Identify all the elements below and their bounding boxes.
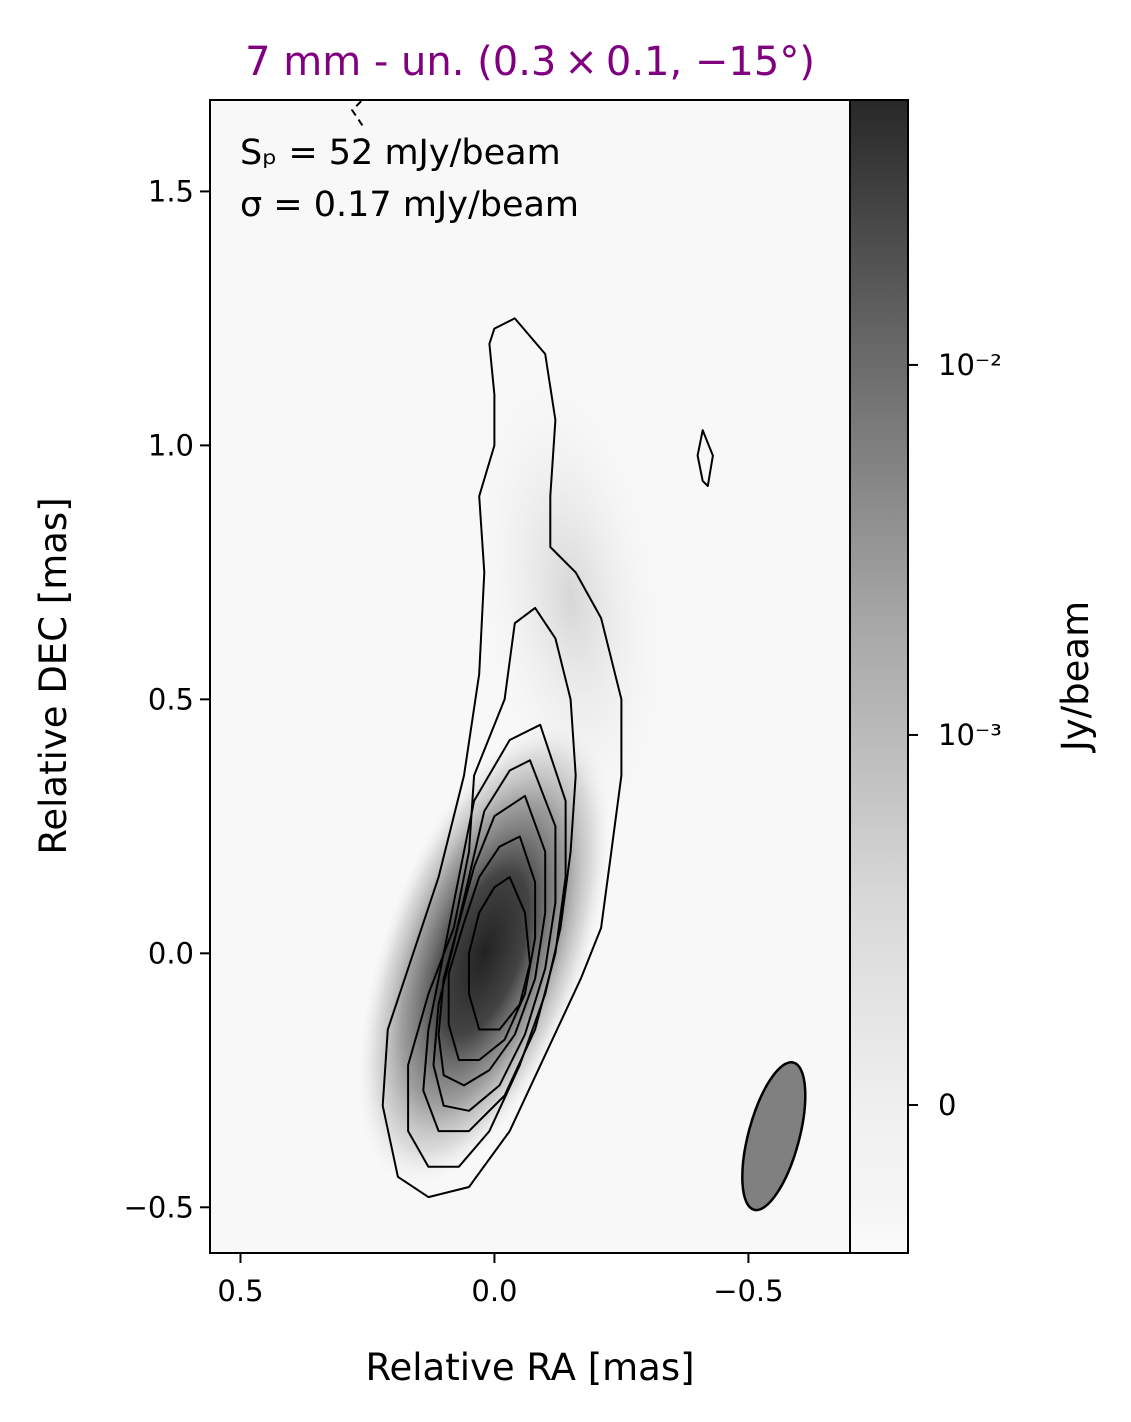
plot-area (209, 99, 851, 1254)
x-tick-label: −0.5 (713, 1274, 783, 1308)
contour-level-6 (447, 835, 537, 1061)
colorbar-tick-label: 0 (938, 1088, 956, 1122)
rms-annotation: σ = 0.17 mJy/beam (240, 185, 579, 225)
y-tick-label: 1.0 (148, 428, 194, 462)
negative-contour (350, 100, 364, 126)
core-emission (357, 721, 612, 1186)
contour-level-8 (696, 429, 714, 487)
jet-emission (474, 371, 667, 825)
contour-level-2 (407, 606, 577, 1168)
beam-ellipse (741, 1061, 807, 1212)
colorbar-label: Jy/beam (1054, 601, 1097, 753)
colorbar: 0 10⁻³ 10⁻² Jy/beam (849, 99, 1097, 1254)
contour-level-1 (381, 317, 623, 1199)
contour-level-4 (432, 759, 557, 1112)
contour-level-5 (437, 794, 547, 1087)
y-tick-label: 0.0 (148, 936, 194, 970)
contour-level-7 (468, 876, 531, 1031)
colorbar-gradient (849, 99, 909, 1254)
y-tick-label: −0.5 (124, 1190, 194, 1224)
colorbar-tick-label: 10⁻³ (938, 718, 1002, 752)
x-tick-label: 0.0 (471, 1274, 517, 1308)
x-tick-label: 0.5 (217, 1274, 263, 1308)
y-tick-label: 1.5 (148, 174, 194, 208)
peak-flux-annotation: Sₚ = 52 mJy/beam (240, 133, 561, 173)
y-axis-label: Relative DEC [mas] (32, 497, 75, 854)
x-axis-label: Relative RA [mas] (365, 1346, 694, 1389)
contour-level-3 (422, 723, 567, 1133)
chart-title: 7 mm - un. (0.3 × 0.1, −15°) (245, 39, 815, 85)
colorbar-tick-label: 10⁻² (938, 348, 1002, 382)
y-tick-label: 0.5 (148, 682, 194, 716)
